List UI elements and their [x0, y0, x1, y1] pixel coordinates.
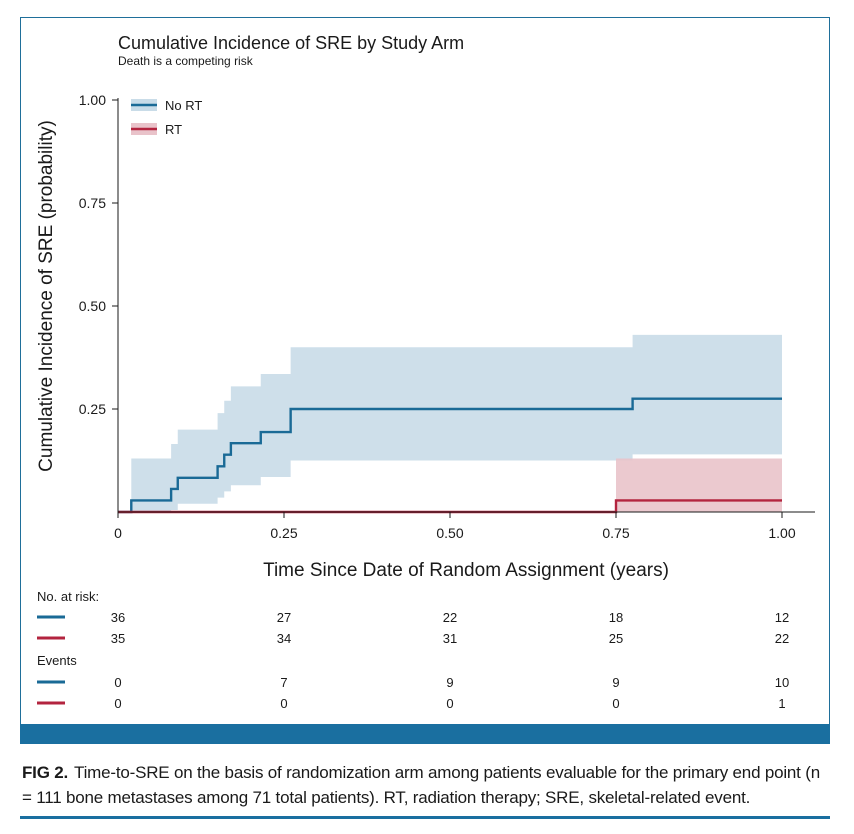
events-table-cell: 10 — [775, 675, 789, 690]
caption-text: Time-to-SRE on the basis of randomizatio… — [22, 763, 820, 807]
risk-table-cell: 35 — [111, 631, 125, 646]
risk-table-cell: 12 — [775, 610, 789, 625]
plot-area: 0.25 0.50 0.75 1.00 0 0.25 0.50 0.75 1.00 No RT RT — [79, 92, 815, 541]
legend-label-no-rt: No RT — [165, 98, 202, 113]
events-table-cell: 0 — [114, 675, 121, 690]
risk-table-cell: 27 — [277, 610, 291, 625]
x-tick-label: 0.50 — [436, 525, 463, 541]
ci-band-rt — [118, 458, 782, 512]
events-table-cell: 0 — [446, 696, 453, 711]
y-axis-label: Cumulative Incidence of SRE (probability… — [36, 120, 57, 472]
cumulative-incidence-chart: Cumulative Incidence of SRE by Study Arm… — [36, 33, 815, 711]
x-tick-label: 0.25 — [270, 525, 297, 541]
risk-table-cell: 22 — [775, 631, 789, 646]
chart-title: Cumulative Incidence of SRE by Study Arm — [118, 33, 464, 53]
events-table-cell: 0 — [280, 696, 287, 711]
y-tick-label: 1.00 — [79, 92, 106, 108]
events-table-cell: 9 — [612, 675, 619, 690]
x-axis-label: Time Since Date of Random Assignment (ye… — [263, 560, 669, 581]
events-table-cell: 7 — [280, 675, 287, 690]
events-table-cell: 0 — [114, 696, 121, 711]
figure-bottom-bar — [20, 724, 830, 744]
risk-table-cell: 31 — [443, 631, 457, 646]
risk-table-cell: 25 — [609, 631, 623, 646]
y-tick-label: 0.50 — [79, 298, 106, 314]
x-tick-label: 0.75 — [602, 525, 629, 541]
x-tick-label: 0 — [114, 525, 122, 541]
events-table-cell: 9 — [446, 675, 453, 690]
risk-table-cell: 22 — [443, 610, 457, 625]
y-tick-label: 0.25 — [79, 401, 106, 417]
ci-band-no-rt — [118, 334, 782, 512]
risk-table-cell: 36 — [111, 610, 125, 625]
events-table: 0 7 9 9 10 0 0 0 0 1 — [37, 675, 789, 711]
x-tick-label: 1.00 — [768, 525, 795, 541]
risk-table-cell: 18 — [609, 610, 623, 625]
events-table-cell: 0 — [612, 696, 619, 711]
events-table-cell: 1 — [778, 696, 785, 711]
risk-table: 36 27 22 18 12 35 34 31 25 22 — [37, 610, 789, 646]
risk-table-title: No. at risk: — [37, 589, 99, 604]
figure-label: FIG 2. — [22, 763, 69, 782]
legend-label-rt: RT — [165, 122, 182, 137]
series-line-no-rt — [118, 397, 782, 514]
bottom-rule — [20, 816, 830, 819]
events-table-title: Events — [37, 653, 77, 668]
figure-caption: FIG 2. Time-to-SRE on the basis of random… — [22, 760, 834, 810]
chart-subtitle: Death is a competing risk — [118, 54, 254, 68]
y-tick-label: 0.75 — [79, 195, 106, 211]
risk-table-cell: 34 — [277, 631, 291, 646]
